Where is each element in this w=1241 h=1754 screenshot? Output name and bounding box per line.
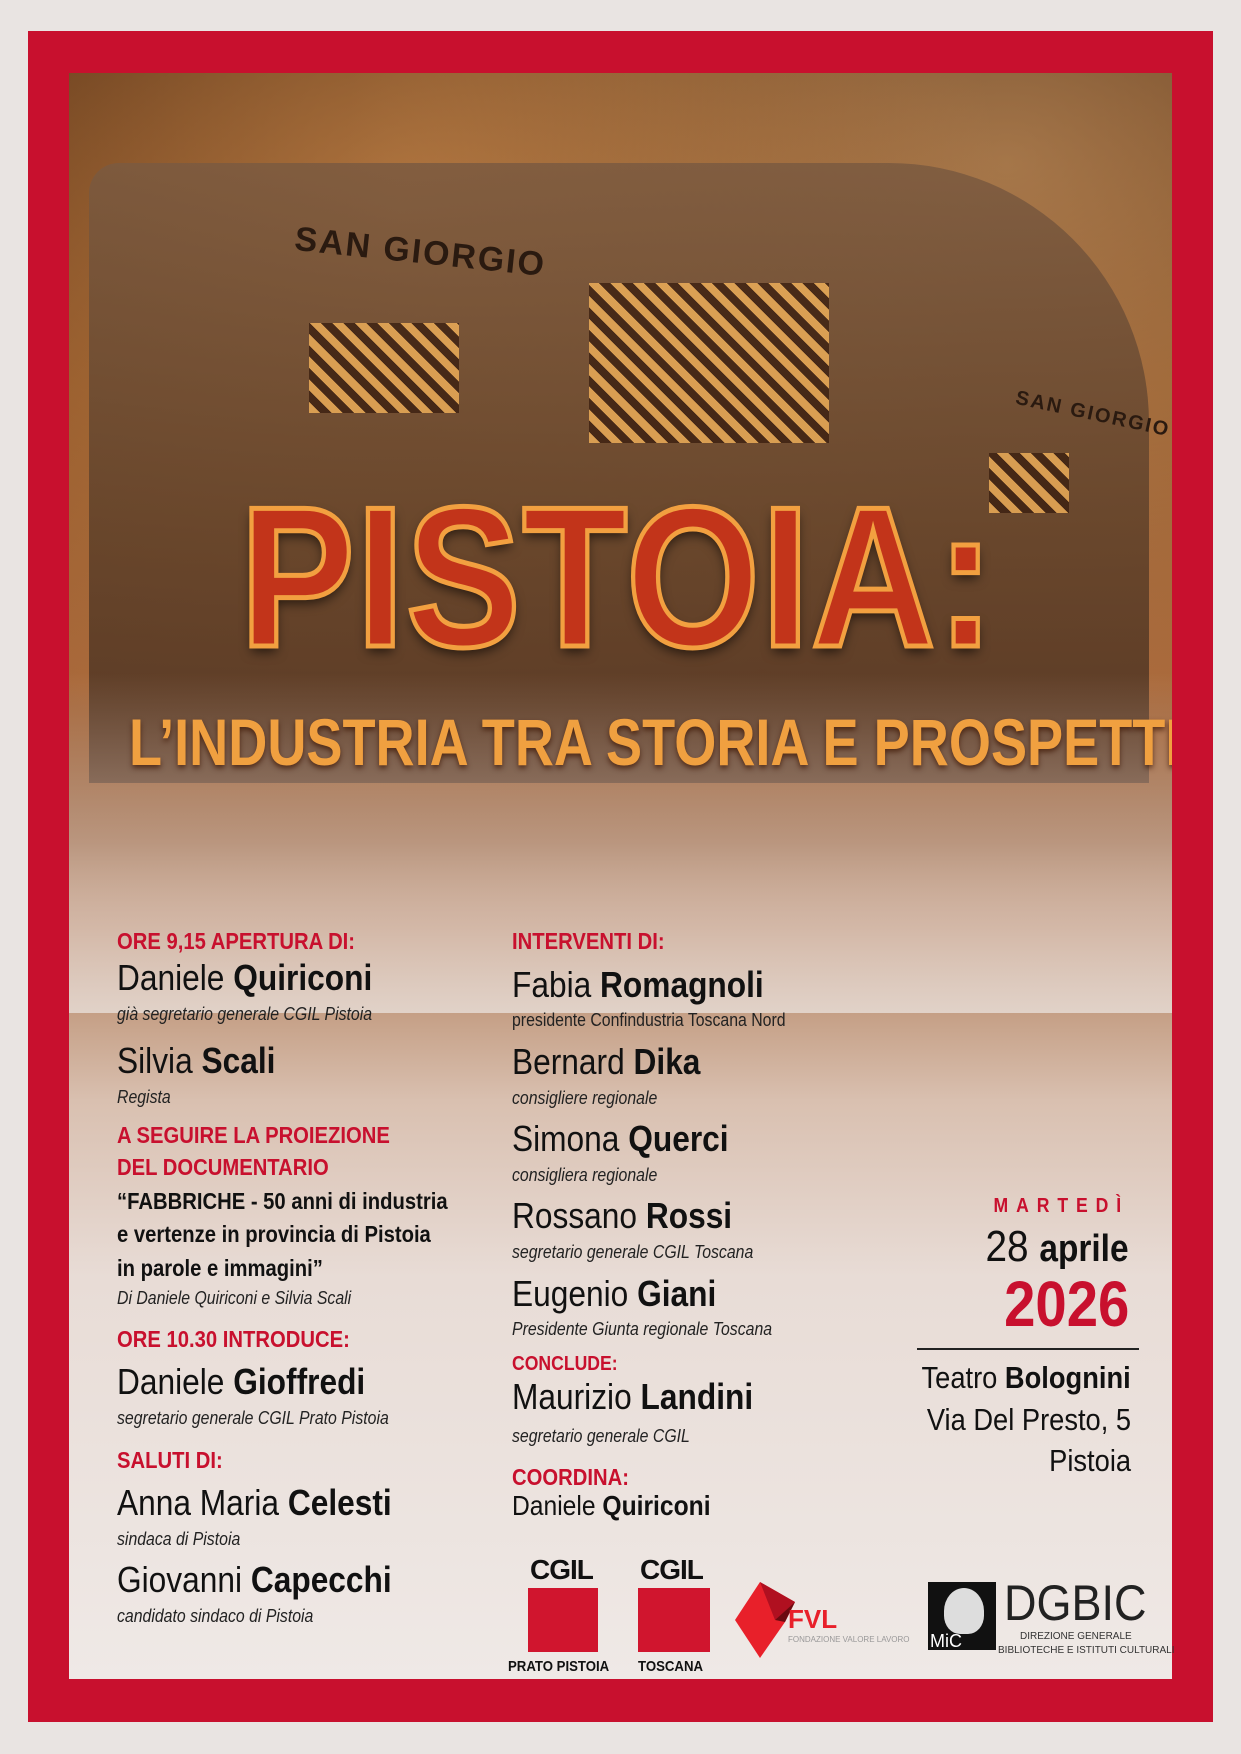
speaker-name: Maurizio Landini: [512, 1379, 753, 1415]
venue-address: Via Del Presto, 5: [926, 1402, 1131, 1437]
last-name: Quiriconi: [233, 957, 373, 998]
last-name: Quiriconi: [602, 1490, 711, 1521]
first-name: Anna Maria: [117, 1482, 288, 1523]
first-name: Giovanni: [117, 1559, 251, 1600]
fog-fade: [69, 673, 1172, 1013]
speaker-name: Daniele Gioffredi: [117, 1364, 365, 1400]
building-window: [309, 323, 459, 413]
first-name: Eugenio: [512, 1273, 638, 1314]
documentary-title: in parole e immagini”: [117, 1255, 323, 1281]
screening-heading: DEL DOCUMENTARIO: [117, 1154, 329, 1180]
logo-wordmark: FVL: [788, 1604, 838, 1634]
red-square: [638, 1588, 710, 1652]
red-square: [528, 1588, 598, 1652]
documentary-title: “FABBRICHE - 50 anni di industria: [117, 1188, 448, 1214]
intro-heading: ORE 10.30 INTRODUCE:: [117, 1326, 350, 1352]
speaker-name: Fabia Romagnoli: [512, 967, 764, 1003]
event-month: aprile: [1039, 1228, 1129, 1270]
poster-title: PISTOIA:: [238, 466, 997, 689]
venue-last: Bolognini: [1005, 1360, 1131, 1395]
speakers-heading: INTERVENTI DI:: [512, 928, 665, 954]
event-day: 28: [985, 1222, 1030, 1271]
speaker-name: Silvia Scali: [117, 1043, 275, 1079]
poster-subtitle: L’INDUSTRIA TRA STORIA E PROSPETTIVE: [129, 705, 1172, 779]
mic-portrait-icon: [928, 1582, 996, 1650]
first-name: Daniele: [117, 1361, 234, 1402]
first-name: Simona: [512, 1118, 629, 1159]
first-name: Silvia: [117, 1040, 202, 1081]
coordinator-name: Daniele Quiriconi: [512, 1492, 711, 1520]
speaker-name: Rossano Rossi: [512, 1198, 732, 1234]
speaker-role: candidato sindaco di Pistoia: [117, 1606, 314, 1626]
speaker-name: Simona Querci: [512, 1121, 729, 1157]
last-name: Querci: [628, 1118, 729, 1159]
logo-tagline: FONDAZIONE VALORE LAVORO: [788, 1635, 910, 1644]
event-date: 28 aprile: [986, 1225, 1129, 1269]
speaker-role: Presidente Giunta regionale Toscana: [512, 1319, 773, 1339]
speaker-name: Daniele Quiriconi: [117, 960, 372, 996]
screening-heading: A SEGUIRE LA PROIEZIONE: [117, 1122, 390, 1148]
speaker-role: segretario generale CGIL: [512, 1426, 690, 1446]
first-name: Daniele: [117, 957, 234, 998]
first-name: Rossano: [512, 1195, 646, 1236]
speaker-name: Eugenio Giani: [512, 1276, 716, 1312]
documentary-title: e vertenze in provincia di Pistoia: [117, 1221, 431, 1247]
speaker-role: segretario generale CGIL Toscana: [512, 1242, 754, 1262]
logo-line: DIREZIONE GENERALE: [1020, 1631, 1132, 1642]
first-name: Daniele: [512, 1490, 603, 1521]
logo-label: TOSCANA: [638, 1658, 704, 1675]
documentary-credit: Di Daniele Quiriconi e Silvia Scali: [117, 1288, 352, 1308]
last-name: Scali: [201, 1040, 276, 1081]
building-window: [589, 283, 829, 443]
speaker-name: Anna Maria Celesti: [117, 1485, 392, 1521]
first-name: Fabia: [512, 964, 601, 1005]
speaker-role: segretario generale CGIL Prato Pistoia: [117, 1408, 389, 1428]
speaker-name: Giovanni Capecchi: [117, 1562, 392, 1598]
event-weekday: MARTEDÌ: [993, 1195, 1129, 1217]
speaker-name: Bernard Dika: [512, 1044, 700, 1080]
poster: SAN GIORGIO SAN GIORGIO PISTOIA: L’INDUS…: [69, 73, 1172, 1679]
speaker-role: consigliere regionale: [512, 1088, 658, 1108]
conclude-heading: CONCLUDE:: [512, 1353, 618, 1375]
logo-line: BIBLIOTECHE E ISTITUTI CULTURALI: [998, 1645, 1175, 1656]
opening-heading: ORE 9,15 APERTURA DI:: [117, 928, 356, 954]
last-name: Capecchi: [250, 1559, 392, 1600]
last-name: Celesti: [287, 1482, 392, 1523]
coordinator-heading: COORDINA:: [512, 1464, 629, 1490]
venue-first: Teatro: [921, 1360, 1006, 1395]
last-name: Rossi: [645, 1195, 733, 1236]
fvl-cube-icon: [735, 1582, 795, 1658]
last-name: Romagnoli: [600, 964, 764, 1005]
venue-city: Pistoia: [1049, 1443, 1131, 1478]
speaker-role: Regista: [117, 1087, 171, 1107]
first-name: Maurizio: [512, 1376, 641, 1417]
building-window: [989, 453, 1069, 513]
first-name: Bernard: [512, 1041, 634, 1082]
venue-name: Teatro Bolognini: [922, 1362, 1131, 1393]
logo-label: PRATO PISTOIA: [508, 1658, 610, 1675]
event-year: 2026: [1003, 1268, 1129, 1340]
last-name: Landini: [640, 1376, 754, 1417]
last-name: Giani: [637, 1273, 717, 1314]
logo-wordmark: CGIL: [640, 1554, 704, 1585]
last-name: Dika: [633, 1041, 701, 1082]
greetings-heading: SALUTI DI:: [117, 1447, 223, 1473]
logo-wordmark: DGBIC: [1004, 1575, 1147, 1631]
last-name: Gioffredi: [233, 1361, 366, 1402]
logo-wordmark: CGIL: [530, 1554, 594, 1585]
divider: [917, 1348, 1139, 1350]
speaker-role: già segretario generale CGIL Pistoia: [117, 1004, 373, 1024]
speaker-role: presidente Confindustria Toscana Nord: [512, 1010, 786, 1030]
logo-wordmark: MiC: [930, 1631, 962, 1651]
speaker-role: sindaca di Pistoia: [117, 1529, 241, 1549]
speaker-role: consigliera regionale: [512, 1165, 658, 1185]
